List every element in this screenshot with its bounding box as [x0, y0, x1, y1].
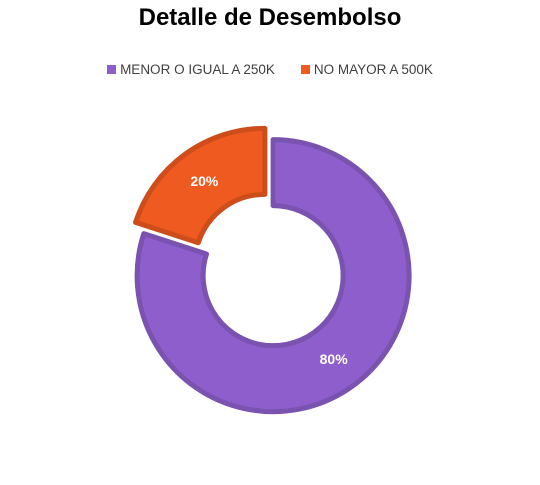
legend-item-no-mayor-500k: NO MAYOR A 500K [300, 62, 433, 77]
chart-title: Detalle de Desembolso [138, 4, 402, 31]
slice-data-label-0: 80% [320, 351, 349, 367]
legend-label-no-mayor-500k: NO MAYOR A 500K [313, 62, 433, 77]
legend-item-menor-250k: MENOR O IGUAL A 250K [107, 62, 275, 77]
legend-swatch-no-mayor-500k [300, 65, 310, 74]
donut-slice-0 [134, 137, 412, 415]
slice-data-label-1: 20% [190, 173, 219, 189]
donut-slice-1 [133, 125, 268, 246]
legend-swatch-menor-250k [107, 65, 117, 74]
chart-legend: MENOR O IGUAL A 250K NO MAYOR A 500K [0, 62, 540, 77]
legend-label-menor-250k: MENOR O IGUAL A 250K [120, 62, 275, 77]
